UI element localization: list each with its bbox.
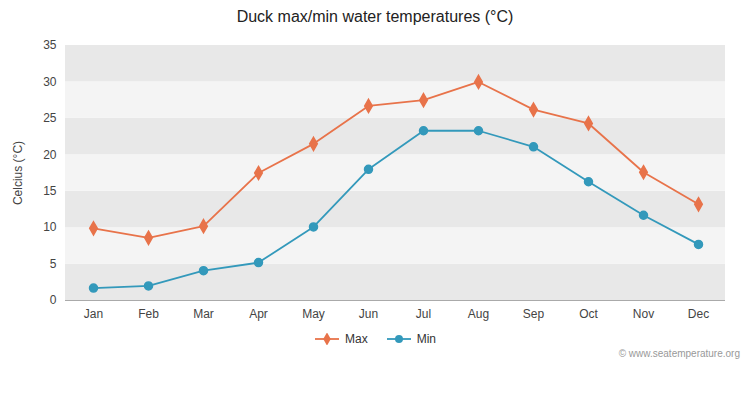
svg-text:25: 25 (43, 111, 57, 125)
svg-text:5: 5 (50, 257, 57, 271)
svg-text:Jul: Jul (416, 307, 431, 321)
svg-text:Feb: Feb (138, 307, 159, 321)
html-text:Max: Max (345, 332, 368, 346)
svg-text:35: 35 (43, 38, 57, 52)
svg-text:0: 0 (50, 293, 57, 307)
html-text:Duck max/min water temperature: Duck max/min water temperatures (°C) (236, 8, 514, 25)
svg-text:Celcius (°C): Celcius (°C) (11, 141, 25, 205)
svg-text:Apr: Apr (249, 307, 268, 321)
svg-text:Jun: Jun (359, 307, 378, 321)
svg-text:May: May (302, 307, 325, 321)
svg-text:20: 20 (43, 148, 57, 162)
svg-text:Oct: Oct (579, 307, 598, 321)
svg-text:Dec: Dec (688, 307, 709, 321)
svg-text:15: 15 (43, 184, 57, 198)
svg-text:Jan: Jan (84, 307, 103, 321)
svg-text:30: 30 (43, 75, 57, 89)
svg-text:10: 10 (43, 220, 57, 234)
svg-text:Mar: Mar (193, 307, 214, 321)
html-text:© www.seatemperature.org: © www.seatemperature.org (618, 348, 740, 359)
svg-text:Nov: Nov (633, 307, 654, 321)
svg-text:Sep: Sep (523, 307, 545, 321)
html-text:Min: Min (416, 332, 436, 346)
svg-text:Aug: Aug (468, 307, 489, 321)
